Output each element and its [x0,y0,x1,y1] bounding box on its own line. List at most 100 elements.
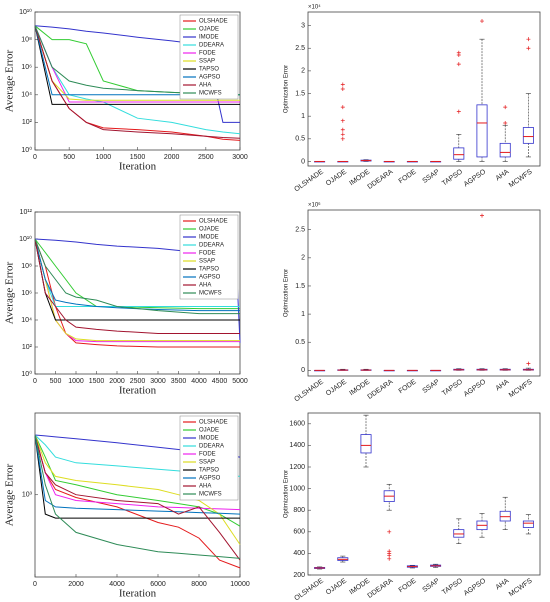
series-line [34,434,241,545]
x-tick-label: 500 [63,154,75,161]
y-axis-label: Average Error [4,261,16,324]
x-tick-label: 1000 [96,154,112,161]
legend-label: SSAP [199,59,215,65]
series-line [34,25,241,139]
outlier [526,46,531,51]
outlier [503,120,508,125]
y-axis-label: Average Error [4,463,16,526]
x-tick-label: AHA [495,577,511,591]
legend-label: AGPSO [199,75,221,81]
legend-label: AHA [199,283,211,289]
y-tick-label: 10⁸ [21,36,32,43]
y-tick-label: 10⁴ [21,317,32,324]
legend-label: MCWFS [199,91,222,97]
outlier [387,549,392,554]
legend-label: OJADE [199,27,219,33]
x-tick-label: 8000 [191,581,207,588]
x-tick-label: SSAP [421,577,441,594]
x-tick-label: FODE [398,168,418,185]
y-axis-label: Optimization Error [284,65,290,113]
y-tick-label: 1200 [289,464,305,471]
legend-label: AGPSO [199,275,221,281]
box [360,434,372,454]
y-tick-label: 10² [22,344,33,351]
legend-label: IMODE [199,235,219,241]
y-tick-label: 10⁰ [21,146,32,154]
y-tick-label: 0.5 [295,136,305,143]
series-line [34,434,241,511]
x-tick-label: OLSHADE [293,168,325,193]
series-line [34,238,240,312]
y-tick-label: 10⁸ [21,263,32,270]
legend-label: AGPSO [199,476,221,482]
series-line [34,25,241,135]
x-axis-label: Iteration [119,385,157,397]
x-tick-label: 2000 [109,378,125,385]
series-line [34,434,241,559]
x-tick-label: 4000 [109,581,125,588]
y-tick-label: 200 [293,572,305,579]
y-tick-label: 1600 [289,421,305,428]
outlier [340,105,345,110]
x-tick-label: OJADE [325,577,348,596]
y-tick-label: 2 [301,255,305,262]
x-tick-label: 10000 [230,581,250,588]
x-tick-label: MCWFS [508,168,534,189]
x-tick-label: 0 [33,378,37,385]
outlier [526,37,531,42]
x-tick-label: 3000 [150,378,166,385]
legend-label: OJADE [199,428,219,434]
legend-label: DDEARA [199,43,224,49]
x-tick-label: 6000 [150,581,166,588]
box [453,147,465,160]
box [499,142,511,158]
x-tick-label: SSAP [421,378,441,395]
y-tick-label: 1.5 [295,283,305,290]
x-tick-label: 1000 [68,378,84,385]
y-tick-label: 10¹⁰ [19,8,32,16]
y-tick-label: 1.5 [295,90,305,97]
outlier [340,82,345,87]
x-tick-label: OJADE [325,378,348,397]
outlier [456,109,461,114]
x-tick-label: 1500 [89,378,105,385]
y-tick-label: 0 [301,367,305,374]
x-tick-label: OJADE [325,168,348,187]
y-tick-label: 10⁴ [21,92,32,99]
series-line [34,238,240,321]
y-tick-label: 600 [293,529,305,536]
legend-label: DDEARA [199,444,224,450]
x-tick-label: AGPSO [463,168,488,188]
x-axis-label: Iteration [119,161,157,173]
series-line [34,238,240,342]
x-tick-label: 2500 [198,154,214,161]
x-tick-label: SSAP [421,168,441,185]
y-axis-label: Optimization Error [284,269,290,317]
x-tick-label: 2000 [68,581,84,588]
axes-box [34,11,241,151]
legend-label: DDEARA [199,243,224,249]
box [522,520,534,528]
x-tick-label: 2000 [164,154,180,161]
x-tick-label: 0 [33,581,37,588]
box [476,104,488,158]
x-tick-label: OLSHADE [293,378,325,403]
legend-label: SSAP [199,259,215,265]
x-tick-label: 4500 [212,378,228,385]
y-multiplier: ×10⁴ [308,4,321,11]
legend-label: FODE [199,452,216,458]
outlier [340,136,345,141]
x-tick-label: 0 [33,154,37,161]
outlier [503,105,508,110]
y-tick-label: 10³ [22,492,33,499]
y-tick-label: 2.5 [295,45,305,52]
y-tick-label: 10⁶ [21,290,32,297]
series-line [34,434,241,515]
x-tick-label: MCWFS [508,577,534,598]
y-tick-label: 10² [22,119,33,126]
x-tick-label: MCWFS [508,378,534,399]
y-tick-label: 10¹² [20,209,33,216]
y-tick-label: 3 [301,22,305,29]
box [499,510,511,522]
